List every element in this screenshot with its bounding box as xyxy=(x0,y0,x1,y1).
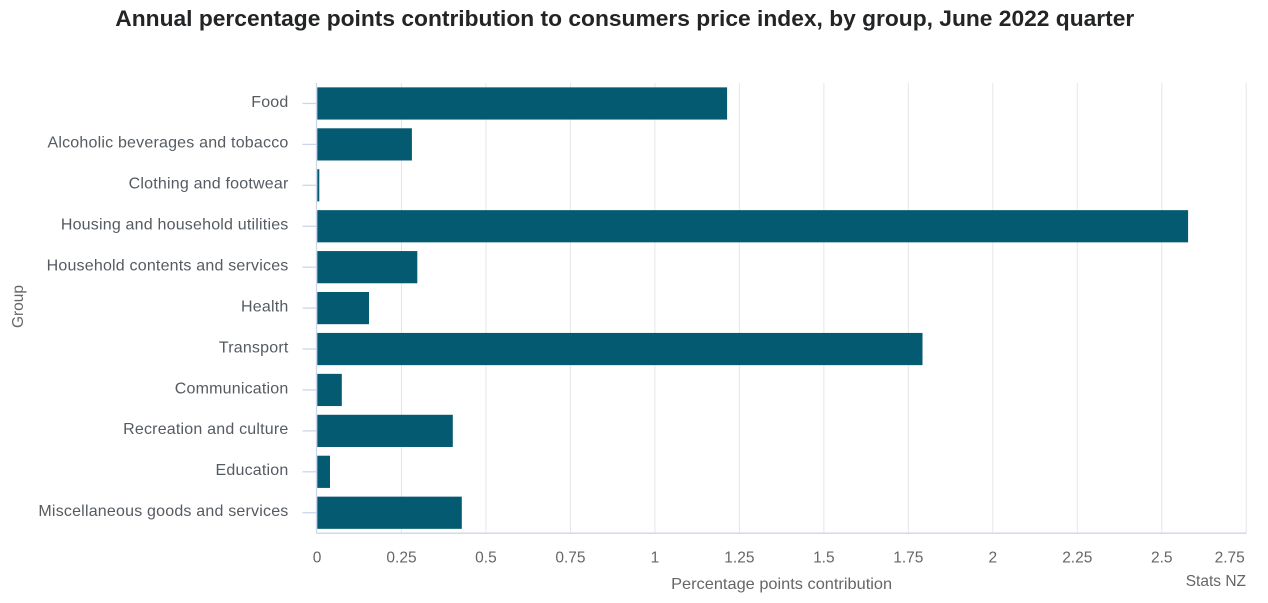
svg-text:Housing and household utilitie: Housing and household utilities xyxy=(61,217,289,234)
svg-text:0: 0 xyxy=(313,549,322,566)
svg-text:0.5: 0.5 xyxy=(475,549,497,566)
svg-text:Transport: Transport xyxy=(219,339,289,356)
svg-text:1.5: 1.5 xyxy=(813,549,835,566)
svg-text:0.75: 0.75 xyxy=(555,549,585,566)
svg-text:1.75: 1.75 xyxy=(893,549,923,566)
svg-text:1: 1 xyxy=(651,549,660,566)
svg-text:Communication: Communication xyxy=(175,380,289,397)
svg-text:Clothing and footwear: Clothing and footwear xyxy=(129,176,289,193)
svg-text:Miscellaneous goods and servic: Miscellaneous goods and services xyxy=(38,503,288,520)
svg-text:2.75: 2.75 xyxy=(1215,549,1245,566)
svg-text:2: 2 xyxy=(988,549,997,566)
svg-text:Stats NZ: Stats NZ xyxy=(1186,573,1246,590)
svg-text:Household contents and service: Household contents and services xyxy=(47,257,289,274)
svg-text:Group: Group xyxy=(10,285,27,328)
svg-text:1.25: 1.25 xyxy=(724,549,754,566)
svg-text:Annual percentage points contr: Annual percentage points contribution to… xyxy=(115,6,1134,31)
svg-text:Food: Food xyxy=(251,94,288,111)
svg-text:Recreation and culture: Recreation and culture xyxy=(123,421,288,438)
svg-text:0.25: 0.25 xyxy=(386,549,416,566)
svg-text:2.5: 2.5 xyxy=(1151,549,1173,566)
svg-text:2.25: 2.25 xyxy=(1062,549,1092,566)
svg-text:Health: Health xyxy=(241,298,288,315)
svg-text:Education: Education xyxy=(216,462,289,479)
svg-text:Alcoholic beverages and tobacc: Alcoholic beverages and tobacco xyxy=(47,135,288,152)
svg-text:Percentage points contribution: Percentage points contribution xyxy=(671,576,892,593)
